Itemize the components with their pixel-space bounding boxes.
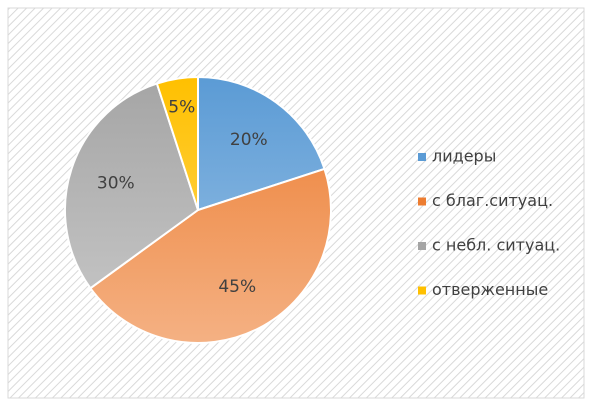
data-label: 45% <box>218 277 256 297</box>
pie-slice <box>197 75 326 212</box>
data-label: 20% <box>230 130 268 150</box>
legend-label: отверженные <box>432 280 548 299</box>
legend-marker <box>418 153 426 161</box>
legend-label: с благ.ситуац. <box>432 191 553 210</box>
legend-label: с небл. ситуац. <box>432 236 560 255</box>
legend-marker <box>418 242 426 250</box>
pie-slice <box>89 167 332 344</box>
data-label: 30% <box>97 173 135 193</box>
pie-slice <box>64 82 200 290</box>
legend-marker <box>418 197 426 206</box>
legend-label: лидеры <box>432 147 496 166</box>
data-label: 5% <box>168 98 195 118</box>
legend-marker <box>418 286 426 295</box>
pie-slice <box>155 75 199 211</box>
